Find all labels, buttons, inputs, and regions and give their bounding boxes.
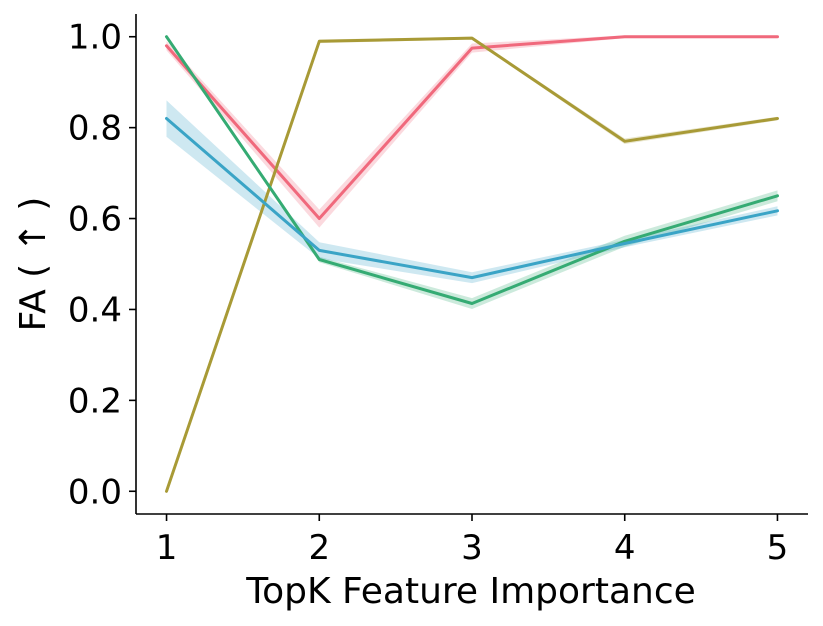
y-tick-label: 0.2: [68, 381, 122, 421]
x-ticks: 1 2 3 4 5: [156, 514, 789, 568]
x-tick-label: 1: [156, 528, 178, 568]
x-tick-label: 4: [614, 528, 636, 568]
series-4-band: [166, 100, 778, 284]
x-tick-label: 5: [767, 528, 789, 568]
series-1-line: [165, 35, 779, 220]
y-tick-label: 0.8: [68, 109, 122, 149]
axes: [135, 14, 808, 515]
y-ticks: 0.0 0.2 0.4 0.6 0.8 1.0: [68, 18, 136, 512]
series-4-line: [165, 117, 779, 280]
y-tick-label: 1.0: [68, 18, 122, 58]
confidence-bands: [166, 34, 778, 493]
series-2-band: [166, 36, 778, 493]
y-tick-label: 0.4: [68, 290, 122, 330]
y-tick-label: 0.6: [68, 200, 122, 240]
x-axis-label: TopK Feature Importance: [245, 571, 696, 612]
series-3-line: [165, 35, 779, 305]
series-2-line: [165, 36, 779, 493]
x-tick-label: 2: [308, 528, 330, 568]
x-tick-label: 3: [461, 528, 483, 568]
y-tick-label: 0.0: [68, 472, 122, 512]
y-axis-label: FA ( ↑ ): [13, 197, 54, 332]
series-lines: [165, 35, 779, 493]
